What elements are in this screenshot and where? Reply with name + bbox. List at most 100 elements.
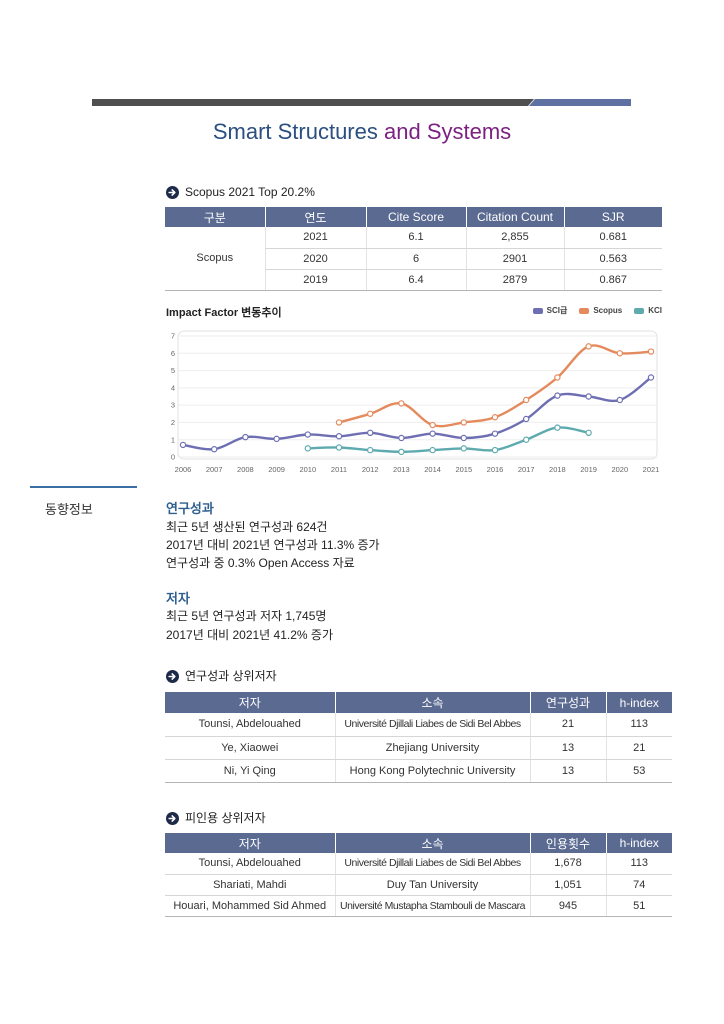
column-header-sjr: SJR <box>563 207 662 227</box>
chart-title: Impact Factor 변동추이 <box>166 307 282 319</box>
top-authors-output-table: 저자 소속 연구성과 h-index Tounsi, Abdelouahed U… <box>165 692 672 783</box>
x-tick-label: 2015 <box>455 465 472 474</box>
scopus-rank-heading: Scopus 2021 Top 20.2% <box>166 185 315 199</box>
chart-point-kci <box>304 445 311 452</box>
chart-point-scopus <box>554 374 561 381</box>
top-cited-authors-table: 저자 소속 인용횟수 h-index Tounsi, Abdelouahed U… <box>165 833 672 917</box>
author-cell: Tounsi, Abdelouahed <box>165 713 335 737</box>
table-header-row: 저자 소속 인용횟수 h-index <box>165 833 672 853</box>
legend-item-sci: SCI급 <box>532 305 568 316</box>
affiliation-cell: Université Djillali Liabes de Sidi Bel A… <box>334 853 530 875</box>
research-line: 최근 5년 생산된 연구성과 624건 <box>166 520 328 534</box>
authors-heading: 저자 <box>166 591 190 606</box>
column-header-affiliation: 소속 <box>334 833 530 853</box>
chart-point-sci <box>398 434 405 442</box>
authors-line: 최근 5년 연구성과 저자 1,745명 <box>166 609 327 623</box>
chart-point-kci <box>335 444 343 451</box>
chart-line-kci <box>306 426 590 454</box>
chart-point-sci <box>523 415 530 423</box>
research-line: 2017년 대비 2021년 연구성과 11.3% 증가 <box>166 538 380 552</box>
table-header-row: 저자 소속 연구성과 h-index <box>165 692 672 713</box>
journal-title: Smart Structures and Systems <box>0 118 724 146</box>
chart-point-scopus <box>398 400 405 407</box>
affiliation-cell: Duy Tan University <box>334 874 530 896</box>
h-index-cell: 74 <box>605 874 672 896</box>
impact-factor-line-chart: 0 1 2 3 4 5 6 7 2006 2007 2008 2009 2010 2011 2012 2013… <box>171 330 659 474</box>
legend-label: SCI급 <box>546 306 568 315</box>
legend-label: KCI <box>648 306 662 315</box>
cite-score-cell: 6 <box>365 248 466 270</box>
column-header-affiliation: 소속 <box>334 692 530 713</box>
table-row: Ye, Xiaowei Zhejiang University 13 21 <box>165 736 672 760</box>
h-index-cell: 53 <box>605 759 672 783</box>
cite-score-cell: 6.1 <box>365 227 466 249</box>
x-tick-label: 2018 <box>549 465 566 474</box>
citations-cell: 1,051 <box>529 874 606 896</box>
table-row: Tounsi, Abdelouahed Université Djillali … <box>165 713 672 737</box>
chart-point-scopus <box>647 348 655 355</box>
x-tick-label: 2019 <box>580 465 597 474</box>
column-header-citation-count: Citation Count <box>465 207 564 227</box>
column-header-author: 저자 <box>165 833 335 853</box>
chart-point-scopus <box>616 350 623 357</box>
chart-point-scopus <box>491 414 499 421</box>
affiliation-cell: Hong Kong Polytechnic University <box>334 759 530 783</box>
chart-point-kci <box>554 424 561 431</box>
table-row: 2019 6.4 2879 0.867 <box>165 269 662 291</box>
y-tick-label: 2 <box>171 418 175 427</box>
x-tick-label: 2012 <box>362 465 379 474</box>
x-tick-label: 2006 <box>175 465 192 474</box>
year-cell: 2021 <box>264 227 366 249</box>
sidebar-label: 동향정보 <box>45 502 93 517</box>
chart-point-sci <box>273 435 280 443</box>
x-tick-label: 2016 <box>487 465 504 474</box>
y-tick-label: 4 <box>171 383 175 392</box>
chart-point-sci <box>460 434 467 442</box>
header-bar-accent <box>529 99 631 106</box>
table-row: Ni, Yi Qing Hong Kong Polytechnic Univer… <box>165 759 672 783</box>
y-tick-label: 5 <box>171 366 175 375</box>
citations-cell: 945 <box>529 895 606 917</box>
sidebar-rule <box>30 486 137 488</box>
chart-point-kci <box>429 446 436 454</box>
scopus-rank-text: Scopus 2021 Top 20.2% <box>185 185 315 199</box>
x-tick-label: 2008 <box>237 465 254 474</box>
chart-point-scopus <box>460 419 467 426</box>
legend-item-kci: KCI <box>634 306 662 315</box>
group-label-cell: Scopus <box>165 227 265 291</box>
h-index-cell: 113 <box>605 713 672 737</box>
affiliation-cell: Zhejiang University <box>334 736 530 760</box>
table-row: Scopus 2021 6.1 2,855 0.681 <box>165 227 662 291</box>
chart-point-sci <box>491 430 499 437</box>
table-header-row: 구분 연도 Cite Score Citation Count SJR <box>165 207 662 227</box>
chart-point-sci <box>554 392 561 399</box>
top-cited-authors-heading: 피인용 상위저자 <box>166 811 266 825</box>
table-row: 2020 6 2901 0.563 <box>165 248 662 270</box>
chart-point-sci <box>429 430 436 437</box>
scopus-metrics-table: 구분 연도 Cite Score Citation Count SJR Scop… <box>165 207 662 291</box>
x-tick-label: 2013 <box>393 465 410 474</box>
chart-point-sci <box>211 446 218 453</box>
chart-point-kci <box>491 446 499 454</box>
chart-point-sci <box>304 431 311 438</box>
citation-count-cell: 2,855 <box>465 227 564 249</box>
legend-swatch <box>634 307 645 314</box>
sjr-cell: 0.563 <box>563 248 662 270</box>
chart-point-scopus <box>429 421 436 429</box>
legend-swatch <box>532 307 543 314</box>
chart-point-scopus <box>335 419 343 426</box>
chart-point-sci <box>179 441 187 449</box>
chart-point-sci <box>242 433 249 441</box>
year-cell: 2019 <box>264 269 366 291</box>
y-tick-label: 1 <box>171 435 175 444</box>
column-header-cite-score: Cite Score <box>365 207 466 227</box>
chart-point-sci <box>335 433 343 440</box>
x-tick-label: 2014 <box>424 465 441 474</box>
author-cell: Tounsi, Abdelouahed <box>165 853 335 875</box>
plot-frame <box>177 330 658 460</box>
citation-count-cell: 2901 <box>465 248 564 270</box>
x-tick-label: 2009 <box>268 465 285 474</box>
chart-point-kci <box>585 429 592 437</box>
chart-point-scopus <box>523 396 530 404</box>
x-tick-label: 2011 <box>331 465 347 474</box>
